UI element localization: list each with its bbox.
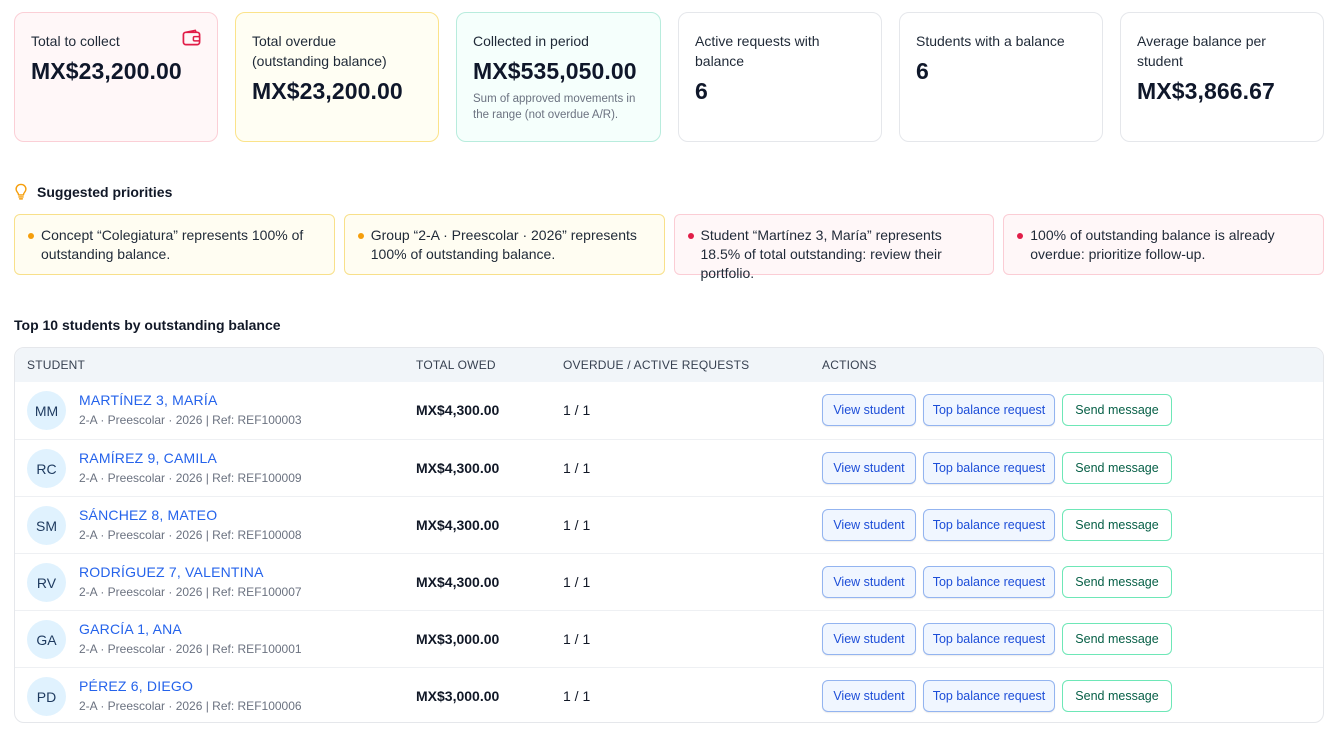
priorities-title: Suggested priorities	[37, 183, 173, 200]
priority-item: 100% of outstanding balance is already o…	[1003, 214, 1324, 275]
wallet-icon	[182, 29, 201, 46]
kpi-label: Active requests with balance	[695, 33, 820, 69]
kpi-collected-in-period: Collected in period MX$535,050.00 Sum of…	[456, 12, 661, 142]
header-total-owed: TOTAL OWED	[416, 358, 496, 372]
table-row: RV RODRÍGUEZ 7, VALENTINA 2-A · Preescol…	[15, 553, 1323, 610]
student-meta: 2-A · Preescolar · 2026 | Ref: REF100006	[79, 699, 302, 713]
kpi-value: 6	[695, 78, 708, 104]
student-meta: 2-A · Preescolar · 2026 | Ref: REF100001	[79, 642, 302, 656]
kpi-students-with-balance: Students with a balance 6	[899, 12, 1103, 142]
send-message-button[interactable]: Send message	[1062, 394, 1172, 426]
table-title: Top 10 students by outstanding balance	[14, 317, 281, 333]
kpi-label: Students with a balance	[916, 33, 1065, 49]
header-student: STUDENT	[27, 358, 86, 372]
student-name-link[interactable]: GARCÍA 1, ANA	[79, 621, 182, 637]
danger-dot-icon	[687, 233, 694, 239]
send-message-button[interactable]: Send message	[1062, 509, 1172, 541]
student-name-link[interactable]: PÉREZ 6, DIEGO	[79, 678, 194, 694]
view-student-button[interactable]: View student	[822, 394, 916, 426]
total-owed: MX$4,300.00	[416, 574, 500, 590]
danger-dot-icon	[1017, 233, 1024, 239]
kpi-label: Total overdue (outstanding balance)	[252, 33, 387, 69]
kpi-value: MX$3,866.67	[1137, 78, 1275, 104]
send-message-button[interactable]: Send message	[1062, 566, 1172, 598]
priority-item: Student “Martínez 3, María” represents 1…	[673, 214, 995, 281]
table-body: MM MARTÍNEZ 3, MARÍA 2-A · Preescolar · …	[15, 382, 1323, 722]
overdue-active-ratio: 1 / 1	[563, 402, 591, 418]
kpi-value: 6	[916, 58, 929, 84]
avatar: RC	[27, 449, 66, 488]
view-student-button[interactable]: View student	[822, 509, 916, 541]
kpi-value: MX$23,200.00	[31, 58, 182, 84]
view-student-button[interactable]: View student	[822, 680, 916, 712]
student-name-link[interactable]: RAMÍREZ 9, CAMILA	[79, 450, 217, 466]
view-student-button[interactable]: View student	[822, 566, 916, 598]
table-row: MM MARTÍNEZ 3, MARÍA 2-A · Preescolar · …	[15, 382, 1323, 439]
overdue-active-ratio: 1 / 1	[563, 631, 591, 647]
warning-dot-icon	[357, 233, 364, 239]
kpi-label: Average balance per student	[1137, 33, 1266, 69]
kpi-total-overdue: Total overdue (outstanding balance) MX$2…	[235, 12, 439, 142]
lightbulb-icon	[15, 183, 27, 200]
top-balance-request-button[interactable]: Top balance request	[923, 623, 1055, 655]
total-owed: MX$4,300.00	[416, 402, 500, 418]
kpi-active-requests: Active requests with balance 6	[678, 12, 882, 142]
student-meta: 2-A · Preescolar · 2026 | Ref: REF100003	[79, 413, 302, 427]
send-message-button[interactable]: Send message	[1062, 623, 1172, 655]
total-owed: MX$4,300.00	[416, 460, 500, 476]
priorities-header: Suggested priorities	[14, 183, 172, 200]
table-row: SM SÁNCHEZ 8, MATEO 2-A · Preescolar · 2…	[15, 496, 1323, 553]
student-meta: 2-A · Preescolar · 2026 | Ref: REF100008	[79, 528, 302, 542]
header-overdue-active: OVERDUE / ACTIVE REQUESTS	[563, 358, 750, 372]
send-message-button[interactable]: Send message	[1062, 680, 1172, 712]
avatar: SM	[27, 506, 66, 545]
header-actions: ACTIONS	[822, 358, 877, 372]
overdue-active-ratio: 1 / 1	[563, 574, 591, 590]
priority-text: Student “Martínez 3, María” represents 1…	[700, 227, 942, 281]
priority-text: Group “2-A · Preescolar · 2026” represen…	[370, 227, 637, 262]
overdue-active-ratio: 1 / 1	[563, 688, 591, 704]
top-balance-request-button[interactable]: Top balance request	[923, 509, 1055, 541]
view-student-button[interactable]: View student	[822, 623, 916, 655]
table-row: RC RAMÍREZ 9, CAMILA 2-A · Preescolar · …	[15, 439, 1323, 496]
priority-text: Concept “Colegiatura” represents 100% of…	[41, 227, 304, 262]
table-row: PD PÉREZ 6, DIEGO 2-A · Preescolar · 202…	[15, 667, 1323, 722]
kpi-total-to-collect: Total to collect MX$23,200.00	[14, 12, 218, 142]
avatar: MM	[27, 391, 66, 430]
table-row: GA GARCÍA 1, ANA 2-A · Preescolar · 2026…	[15, 610, 1323, 667]
top-students-table: STUDENT TOTAL OWED OVERDUE / ACTIVE REQU…	[14, 347, 1324, 723]
kpi-cards: Total to collect MX$23,200.00 Total over…	[14, 12, 1324, 142]
send-message-button[interactable]: Send message	[1062, 452, 1172, 484]
total-owed: MX$4,300.00	[416, 517, 500, 533]
warning-dot-icon	[28, 233, 34, 239]
total-owed: MX$3,000.00	[416, 631, 500, 647]
priorities-list: Concept “Colegiatura” represents 100% of…	[14, 214, 1324, 281]
student-meta: 2-A · Preescolar · 2026 | Ref: REF100009	[79, 471, 302, 485]
total-owed: MX$3,000.00	[416, 688, 500, 704]
overdue-active-ratio: 1 / 1	[563, 517, 591, 533]
priority-item: Concept “Colegiatura” represents 100% of…	[14, 214, 335, 275]
kpi-value: MX$535,050.00	[473, 58, 637, 84]
kpi-label: Collected in period	[473, 33, 589, 49]
student-name-link[interactable]: SÁNCHEZ 8, MATEO	[79, 507, 218, 523]
student-name-link[interactable]: MARTÍNEZ 3, MARÍA	[79, 392, 218, 408]
priority-item: Group “2-A · Preescolar · 2026” represen…	[343, 214, 665, 275]
view-student-button[interactable]: View student	[822, 452, 916, 484]
avatar: PD	[27, 677, 66, 716]
overdue-active-ratio: 1 / 1	[563, 460, 591, 476]
priority-text: 100% of outstanding balance is already o…	[1030, 227, 1275, 262]
kpi-value: MX$23,200.00	[252, 78, 403, 104]
kpi-label: Total to collect	[31, 33, 120, 49]
top-balance-request-button[interactable]: Top balance request	[923, 680, 1055, 712]
top-balance-request-button[interactable]: Top balance request	[923, 452, 1055, 484]
student-name-link[interactable]: RODRÍGUEZ 7, VALENTINA	[79, 564, 264, 580]
top-balance-request-button[interactable]: Top balance request	[923, 394, 1055, 426]
avatar: RV	[27, 563, 66, 602]
kpi-note: Sum of approved movements in the range (…	[473, 93, 636, 121]
kpi-average-balance: Average balance per student MX$3,866.67	[1120, 12, 1324, 142]
student-meta: 2-A · Preescolar · 2026 | Ref: REF100007	[79, 585, 302, 599]
table-header: STUDENT TOTAL OWED OVERDUE / ACTIVE REQU…	[15, 348, 1323, 382]
top-balance-request-button[interactable]: Top balance request	[923, 566, 1055, 598]
avatar: GA	[27, 620, 66, 659]
